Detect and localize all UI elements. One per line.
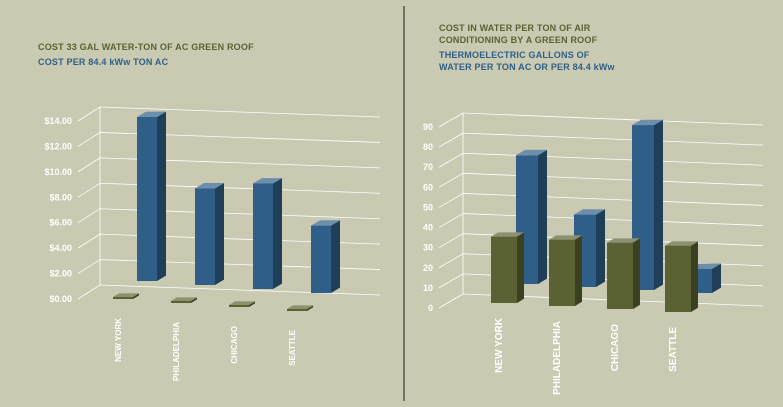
left-category-label-chicago: CHICAGO — [230, 326, 239, 364]
right-grid-slant-1 — [438, 273, 464, 289]
left-category-label-philadelphia: PHILADELPHIA — [172, 322, 181, 381]
left-grid-line-7 — [99, 106, 381, 118]
right-category-label-chicago: CHICAGO — [610, 324, 621, 371]
legend-green-series-line-1: COST IN WATER PER TON OF AIR — [439, 23, 591, 33]
left-grid-line-0 — [99, 284, 381, 296]
left-green-bar-philadelphia — [171, 297, 197, 303]
right-chart-panel: COST IN WATER PER TON OF AIR CONDITIONIN… — [406, 0, 783, 407]
right-y-tick-label: 40 — [423, 223, 433, 233]
right-green-bar-new-york — [491, 232, 524, 303]
right-green-bar-chicago — [607, 238, 640, 309]
right-grid-slant-6 — [438, 172, 464, 188]
legend-blue-series-line-1: THERMOELECTRIC GALLONS OF — [439, 50, 590, 60]
right-grid-line-6 — [462, 172, 764, 186]
left-grid-slant-7 — [77, 106, 101, 122]
right-grid-slant-2 — [438, 253, 464, 269]
left-y-tick-label: $6.00 — [49, 218, 72, 228]
left-y-tick-label: $8.00 — [49, 192, 72, 202]
left-grid-slant-4 — [77, 182, 101, 198]
left-y-tick-label: $14.00 — [44, 116, 72, 126]
right-grid-slant-8 — [438, 132, 464, 148]
left-category-label-seattle: SEATTLE — [288, 329, 297, 366]
left-grid-slant-5 — [77, 157, 101, 173]
left-grid-slant-1 — [77, 259, 101, 274]
right-green-bar-seattle — [665, 241, 698, 312]
left-green-bar-chicago — [229, 301, 255, 307]
right-y-tick-label: 30 — [423, 243, 433, 253]
right-category-label-seattle: SEATTLE — [668, 327, 679, 372]
right-y-tick-label: 80 — [423, 142, 433, 152]
left-blue-bar-philadelphia — [195, 182, 224, 285]
right-green-bar-philadelphia — [549, 235, 582, 306]
left-blue-bar-seattle — [311, 220, 340, 293]
right-grid-slant-7 — [438, 152, 464, 168]
left-blue-bar-chicago — [253, 178, 282, 289]
left-blue-bar-new-york — [137, 111, 166, 281]
right-category-label-new-york: NEW YORK — [494, 317, 505, 373]
left-bar-chart: $0.00 $2.00 $4.00 $6.00 $8.00 $10.00 $12.00 $14… — [44, 106, 381, 381]
left-y-tick-label: $4.00 — [49, 243, 72, 253]
right-y-tick-label: 70 — [423, 162, 433, 172]
left-y-tick-label: $10.00 — [44, 167, 72, 177]
right-grid-line-5 — [462, 193, 764, 206]
legend-green-series: COST 33 GAL WATER-TON OF AC GREEN ROOF — [38, 42, 254, 52]
left-green-bar-seattle — [287, 305, 313, 311]
left-y-tick-label: $12.00 — [44, 141, 72, 151]
right-y-tick-label: 10 — [423, 283, 433, 293]
right-grid-line-7 — [462, 152, 764, 166]
legend-green-series-line-2: CONDITIONING BY A GREEN ROOF — [439, 35, 598, 45]
left-chart-panel: COST 33 GAL WATER-TON OF AC GREEN ROOF C… — [38, 42, 381, 381]
right-grid-slant-5 — [438, 193, 464, 208]
left-green-bar-new-york — [113, 293, 139, 299]
left-category-label-new-york: NEW YORK — [114, 318, 123, 362]
right-y-tick-label: 50 — [423, 202, 433, 212]
right-grid-slant-9 — [438, 112, 464, 128]
right-grid-line-8 — [462, 132, 764, 146]
panel-divider — [403, 6, 405, 401]
left-grid-slant-2 — [77, 233, 101, 249]
left-y-tick-label: $2.00 — [49, 269, 72, 279]
right-y-tick-label: 60 — [423, 182, 433, 192]
right-y-tick-label: 20 — [423, 263, 433, 273]
right-y-tick-label: 0 — [428, 303, 433, 313]
legend-blue-series: COST PER 84.4 kWw TON AC — [38, 57, 169, 67]
legend-blue-series-line-2: WATER PER TON AC OR PER 84.4 kWw — [439, 62, 615, 72]
right-grid-slant-4 — [438, 213, 464, 228]
right-bar-chart: 0 10 20 30 40 50 60 70 80 90 NEW YORK PHILADELPHIA C… — [423, 112, 764, 395]
right-grid-slant-0 — [438, 293, 464, 309]
right-grid-line-4 — [462, 213, 764, 226]
left-grid-slant-0 — [77, 284, 101, 300]
right-y-tick-label: 90 — [423, 122, 433, 132]
right-category-label-philadelphia: PHILADELPHIA — [552, 321, 563, 395]
right-grid-line-9 — [462, 112, 764, 126]
left-grid-slant-3 — [77, 208, 101, 224]
left-grid-slant-6 — [77, 132, 101, 147]
left-y-tick-label: $0.00 — [49, 294, 72, 304]
right-grid-slant-3 — [438, 233, 464, 249]
